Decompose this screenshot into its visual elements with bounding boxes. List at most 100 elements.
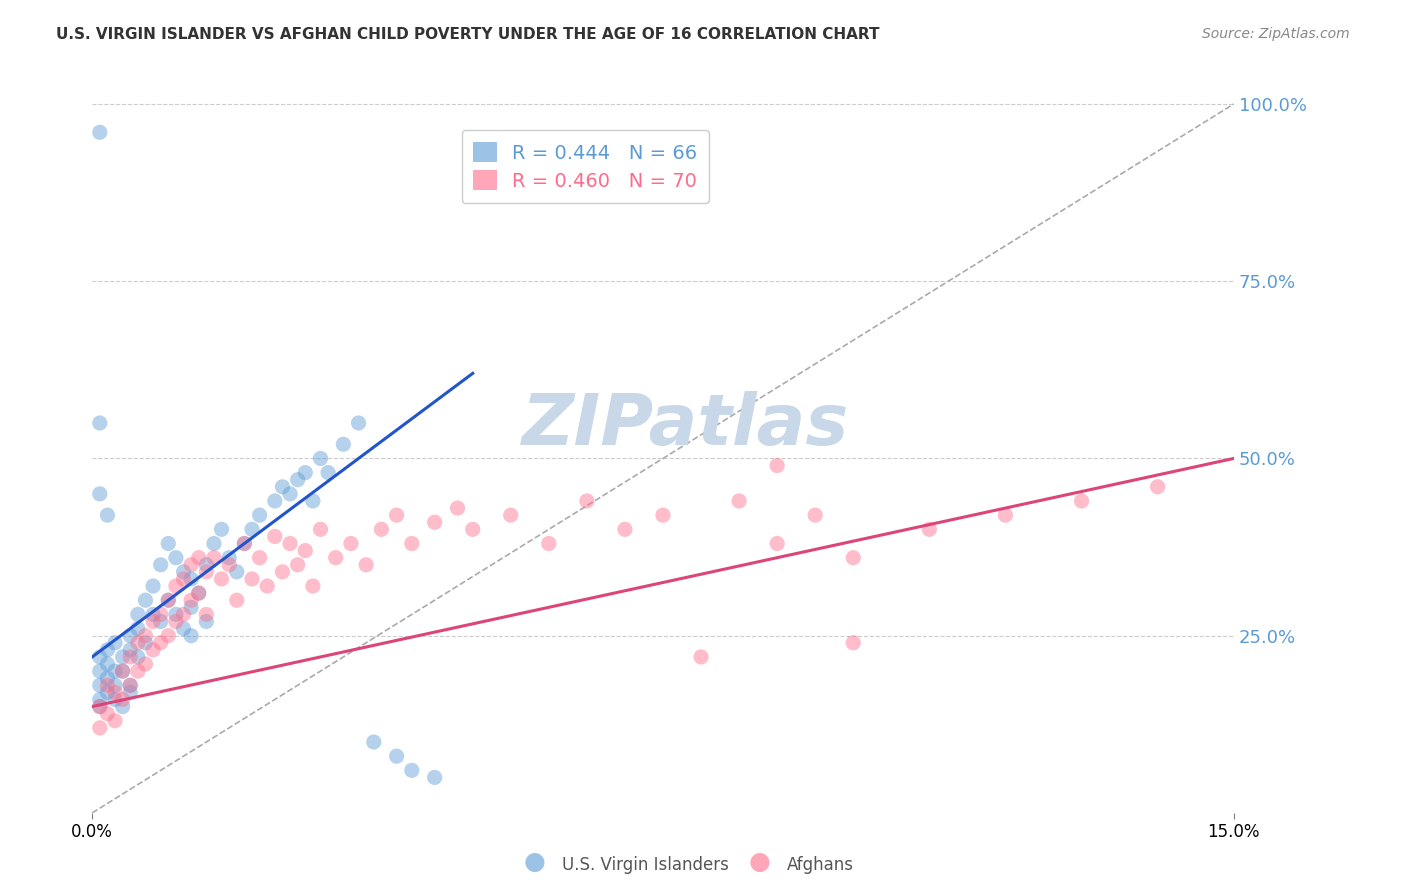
Legend: R = 0.444   N = 66, R = 0.460   N = 70: R = 0.444 N = 66, R = 0.460 N = 70 <box>461 130 709 202</box>
U.S. Virgin Islanders <box>127 607 149 622</box>
Afghans <box>294 543 316 558</box>
U.S. Virgin Islanders <box>173 622 195 636</box>
Afghans <box>142 615 165 629</box>
Afghans <box>994 508 1017 523</box>
Afghans <box>271 565 294 579</box>
Afghans <box>89 699 111 714</box>
U.S. Virgin Islanders <box>96 657 118 671</box>
U.S. Virgin Islanders <box>211 522 233 536</box>
U.S. Virgin Islanders <box>316 466 339 480</box>
Afghans <box>233 536 256 550</box>
Afghans <box>1070 494 1092 508</box>
Afghans <box>96 678 118 692</box>
Afghans <box>309 522 332 536</box>
U.S. Virgin Islanders <box>240 522 263 536</box>
U.S. Virgin Islanders <box>89 692 111 706</box>
U.S. Virgin Islanders <box>271 480 294 494</box>
U.S. Virgin Islanders <box>149 615 172 629</box>
Text: Afghans: Afghans <box>787 856 855 874</box>
U.S. Virgin Islanders <box>89 125 111 139</box>
Afghans <box>120 678 142 692</box>
Afghans <box>385 508 408 523</box>
U.S. Virgin Islanders <box>120 629 142 643</box>
Afghans <box>354 558 377 572</box>
Text: ZIPatlas: ZIPatlas <box>522 392 849 460</box>
U.S. Virgin Islanders <box>111 664 134 678</box>
U.S. Virgin Islanders <box>180 629 202 643</box>
Afghans <box>401 536 423 550</box>
U.S. Virgin Islanders <box>89 649 111 664</box>
Text: ●: ● <box>748 850 770 874</box>
U.S. Virgin Islanders <box>127 649 149 664</box>
U.S. Virgin Islanders <box>96 508 118 523</box>
U.S. Virgin Islanders <box>120 678 142 692</box>
Afghans <box>104 685 127 699</box>
Afghans <box>157 629 180 643</box>
Afghans <box>104 714 127 728</box>
Afghans <box>173 607 195 622</box>
Afghans <box>499 508 522 523</box>
Afghans <box>142 643 165 657</box>
U.S. Virgin Islanders <box>89 416 111 430</box>
Afghans <box>165 615 187 629</box>
U.S. Virgin Islanders <box>157 593 180 607</box>
Afghans <box>287 558 309 572</box>
Afghans <box>195 607 218 622</box>
Afghans <box>96 706 118 721</box>
Afghans <box>195 565 218 579</box>
U.S. Virgin Islanders <box>385 749 408 764</box>
Afghans <box>134 629 156 643</box>
U.S. Virgin Islanders <box>249 508 271 523</box>
U.S. Virgin Islanders <box>218 550 240 565</box>
Afghans <box>652 508 675 523</box>
U.S. Virgin Islanders <box>142 579 165 593</box>
U.S. Virgin Islanders <box>233 536 256 550</box>
U.S. Virgin Islanders <box>111 649 134 664</box>
U.S. Virgin Islanders <box>347 416 370 430</box>
Text: ●: ● <box>523 850 546 874</box>
Afghans <box>370 522 392 536</box>
Afghans <box>120 649 142 664</box>
U.S. Virgin Islanders <box>96 671 118 685</box>
Afghans <box>149 607 172 622</box>
Afghans <box>157 593 180 607</box>
Afghans <box>225 593 247 607</box>
Afghans <box>842 636 865 650</box>
Afghans <box>218 558 240 572</box>
Afghans <box>202 550 225 565</box>
Afghans <box>89 721 111 735</box>
U.S. Virgin Islanders <box>225 565 247 579</box>
U.S. Virgin Islanders <box>104 664 127 678</box>
Afghans <box>575 494 598 508</box>
Afghans <box>278 536 301 550</box>
Afghans <box>240 572 263 586</box>
U.S. Virgin Islanders <box>278 487 301 501</box>
Afghans <box>187 586 209 600</box>
U.S. Virgin Islanders <box>180 600 202 615</box>
U.S. Virgin Islanders <box>89 664 111 678</box>
Afghans <box>302 579 325 593</box>
Text: U.S. Virgin Islanders: U.S. Virgin Islanders <box>562 856 730 874</box>
U.S. Virgin Islanders <box>134 593 156 607</box>
Afghans <box>804 508 827 523</box>
Afghans <box>111 692 134 706</box>
U.S. Virgin Islanders <box>134 636 156 650</box>
Afghans <box>127 636 149 650</box>
Afghans <box>149 636 172 650</box>
Afghans <box>728 494 751 508</box>
U.S. Virgin Islanders <box>423 771 446 785</box>
U.S. Virgin Islanders <box>104 636 127 650</box>
U.S. Virgin Islanders <box>165 607 187 622</box>
U.S. Virgin Islanders <box>195 558 218 572</box>
U.S. Virgin Islanders <box>187 586 209 600</box>
Afghans <box>211 572 233 586</box>
Afghans <box>766 458 789 473</box>
Afghans <box>249 550 271 565</box>
Afghans <box>690 649 713 664</box>
Afghans <box>180 593 202 607</box>
U.S. Virgin Islanders <box>96 685 118 699</box>
U.S. Virgin Islanders <box>287 473 309 487</box>
U.S. Virgin Islanders <box>127 622 149 636</box>
Afghans <box>1146 480 1168 494</box>
Afghans <box>766 536 789 550</box>
